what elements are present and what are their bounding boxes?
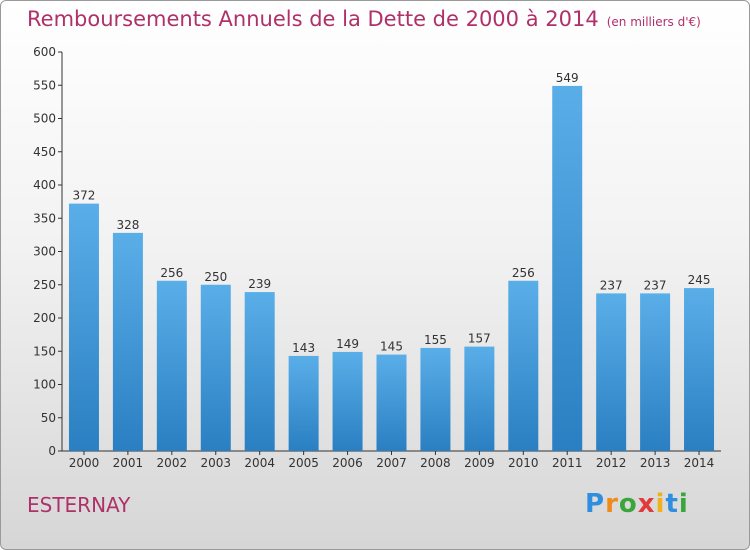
bar <box>552 85 583 451</box>
bar-value-label: 145 <box>380 340 403 354</box>
logo-letter: t <box>665 489 679 519</box>
y-tick-label: 350 <box>33 211 56 225</box>
chart-title: Remboursements Annuels de la Dette de 20… <box>27 7 599 31</box>
bar-value-label: 372 <box>73 189 96 203</box>
unit-note: (en milliers d'€) <box>606 15 701 29</box>
x-tick-label: 2010 <box>508 456 539 470</box>
y-tick-label: 450 <box>33 145 56 159</box>
logo-letter: o <box>618 489 638 519</box>
y-tick-label: 200 <box>33 311 56 325</box>
y-tick-label: 50 <box>41 411 56 425</box>
y-tick-label: 0 <box>48 444 56 458</box>
bar <box>508 280 539 451</box>
y-tick-label: 500 <box>33 112 56 126</box>
proxiti-logo: Proxiti <box>585 489 689 519</box>
bar <box>376 354 407 451</box>
bar <box>244 292 275 451</box>
location-label: ESTERNAY <box>27 493 131 517</box>
y-tick-label: 150 <box>33 344 56 358</box>
bar-value-label: 143 <box>292 341 315 355</box>
logo-letter: i <box>678 489 689 519</box>
x-tick-label: 2011 <box>552 456 583 470</box>
x-tick-label: 2014 <box>684 456 715 470</box>
bar-value-label: 239 <box>248 277 271 291</box>
bar <box>640 293 671 451</box>
x-tick-label: 2004 <box>244 456 275 470</box>
y-tick-label: 550 <box>33 78 56 92</box>
bar-value-label: 237 <box>644 278 667 292</box>
bar-value-label: 256 <box>512 266 535 280</box>
x-tick-label: 2005 <box>288 456 319 470</box>
logo-letter: i <box>655 489 666 519</box>
bar <box>332 351 363 451</box>
y-tick-label: 250 <box>33 278 56 292</box>
y-tick-label: 600 <box>33 45 56 59</box>
bar-value-label: 149 <box>336 337 359 351</box>
x-tick-label: 2000 <box>69 456 100 470</box>
bar <box>68 203 99 451</box>
x-tick-label: 2001 <box>113 456 144 470</box>
bar <box>596 293 627 451</box>
bar-value-label: 245 <box>688 273 711 287</box>
bar <box>112 232 143 451</box>
chart-title-block: Remboursements Annuels de la Dette de 20… <box>27 7 701 31</box>
x-tick-label: 2013 <box>640 456 671 470</box>
bar <box>156 280 187 451</box>
logo-letter: r <box>605 489 619 519</box>
bar <box>420 347 451 451</box>
logo-letter: x <box>637 489 656 519</box>
y-tick-label: 400 <box>33 178 56 192</box>
y-tick-label: 100 <box>33 378 56 392</box>
x-tick-label: 2008 <box>420 456 451 470</box>
x-tick-label: 2006 <box>332 456 363 470</box>
x-tick-label: 2012 <box>596 456 627 470</box>
x-tick-label: 2009 <box>464 456 495 470</box>
x-tick-label: 2003 <box>200 456 231 470</box>
bar <box>288 355 319 451</box>
bar <box>200 284 231 451</box>
bar-value-label: 237 <box>600 278 623 292</box>
bar-value-label: 549 <box>556 71 579 85</box>
bar-value-label: 328 <box>116 218 139 232</box>
logo-letter: P <box>585 489 606 519</box>
bar-value-label: 250 <box>204 270 227 284</box>
y-tick-label: 300 <box>33 245 56 259</box>
bar <box>684 288 715 451</box>
bar-value-label: 256 <box>160 266 183 280</box>
x-tick-label: 2007 <box>376 456 407 470</box>
bar-value-label: 157 <box>468 332 491 346</box>
bar <box>464 346 495 451</box>
bar-value-label: 155 <box>424 333 447 347</box>
x-tick-label: 2002 <box>157 456 188 470</box>
